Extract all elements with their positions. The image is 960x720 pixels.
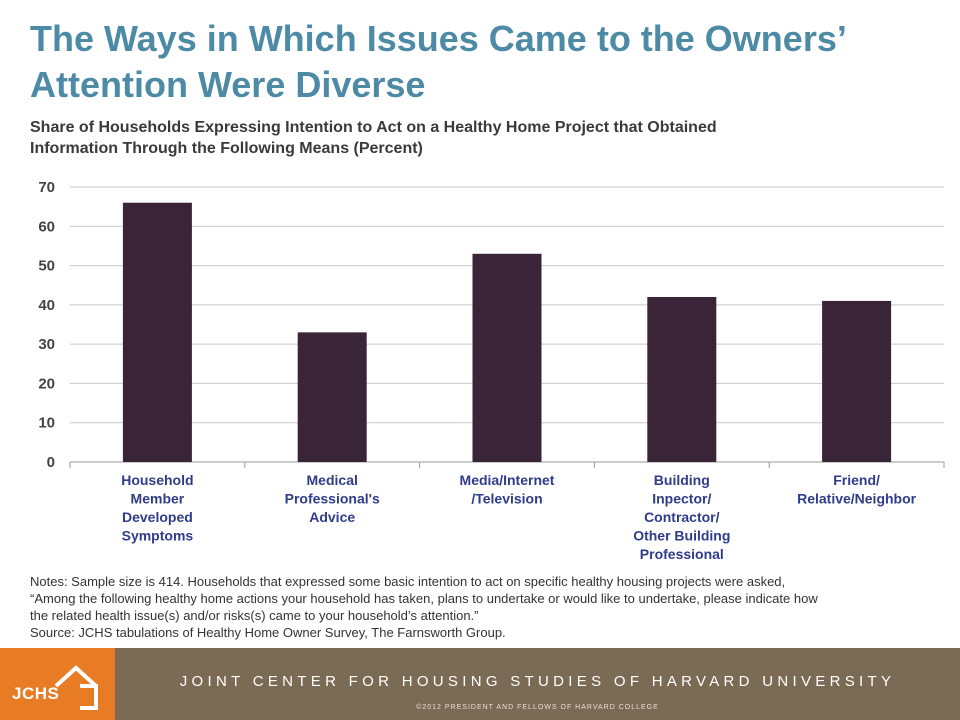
house-logo-icon	[54, 665, 98, 710]
category-label-0: Household Member Developed Symptoms	[121, 472, 193, 544]
notes: Notes: Sample size is 414. Households th…	[30, 573, 940, 641]
category-label-3-line-2: Contractor/	[644, 509, 720, 525]
category-label-1-line-0: Medical	[307, 472, 358, 488]
organization-name: JOINT CENTER FOR HOUSING STUDIES OF HARV…	[179, 673, 896, 690]
source-line: Source: JCHS tabulations of Healthy Home…	[30, 625, 506, 640]
y-tick-label-70: 70	[38, 179, 55, 196]
notes-line-1: Notes: Sample size is 414. Households th…	[30, 574, 786, 589]
category-label-3-line-4: Professional	[640, 546, 724, 562]
category-label-4-line-1: Relative/Neighbor	[797, 491, 917, 507]
title-line-2: Attention Were Diverse	[30, 64, 426, 105]
y-tick-label-20: 20	[38, 375, 55, 392]
notes-line-2: “Among the following healthy home action…	[30, 591, 818, 606]
y-tick-label-50: 50	[38, 258, 55, 275]
category-label-0-line-3: Symptoms	[122, 528, 194, 544]
bars	[122, 202, 892, 462]
category-label-0-line-0: Household	[121, 472, 193, 488]
subtitle-line-1: Share of Households Expressing Intention…	[30, 119, 717, 136]
footer-logo-block: JCHS	[0, 648, 115, 720]
category-label-1-line-1: Professional's	[285, 491, 380, 507]
category-label-3: Building Inpector/Contractor/Other Buildi…	[633, 472, 730, 562]
bar-2	[472, 253, 542, 462]
footer-banner: JOINT CENTER FOR HOUSING STUDIES OF HARV…	[115, 648, 960, 720]
bar-0	[122, 202, 192, 462]
category-label-1-line-2: Advice	[309, 509, 355, 525]
y-tick-label-40: 40	[38, 297, 55, 314]
category-label-2-line-0: Media/Internet	[460, 472, 555, 488]
category-label-1: Medical Professional's Advice	[285, 472, 380, 525]
category-label-3-line-1: Inpector/	[652, 491, 711, 507]
category-label-2: Media/Internet/Television	[460, 472, 555, 507]
y-tick-label-60: 60	[38, 218, 55, 235]
y-tick-label-30: 30	[38, 336, 55, 353]
category-label-4: Friend/Relative/Neighbor	[797, 472, 917, 507]
notes-line-3: the related health issue(s) and/or risks…	[30, 608, 479, 623]
category-label-4-line-0: Friend/	[833, 472, 880, 488]
subtitle-line-2: Information Through the Following Means …	[30, 140, 423, 157]
chart-subtitle: Share of Households Expressing Intention…	[30, 117, 910, 159]
category-label-3-line-3: Other Building	[633, 528, 730, 544]
category-label-0-line-1: Member	[131, 491, 185, 507]
bar-3	[647, 297, 717, 462]
x-axis-labels: Household Member Developed Symptoms Medical P…	[121, 472, 916, 562]
jchs-logo-text: JCHS	[12, 684, 60, 703]
category-label-3-line-0: Building	[654, 472, 710, 488]
y-tick-label-10: 10	[38, 415, 55, 432]
bar-1	[297, 332, 367, 462]
bar-4	[822, 300, 892, 462]
title-line-1: The Ways in Which Issues Came to the Own…	[30, 18, 847, 59]
y-axis-ticks: 0 10 20 30 40 50 60 70	[38, 179, 55, 471]
category-label-0-line-2: Developed	[122, 509, 193, 525]
page-title: The Ways in Which Issues Came to the Own…	[30, 16, 930, 108]
bar-chart: 0 10 20 30 40 50 60 70 Household Member Developed…	[38, 179, 945, 562]
category-label-2-line-1: /Television	[471, 491, 542, 507]
y-tick-label-0: 0	[47, 454, 55, 471]
copyright-text: ©2012 PRESIDENT AND FELLOWS OF HARVARD C…	[416, 704, 659, 711]
